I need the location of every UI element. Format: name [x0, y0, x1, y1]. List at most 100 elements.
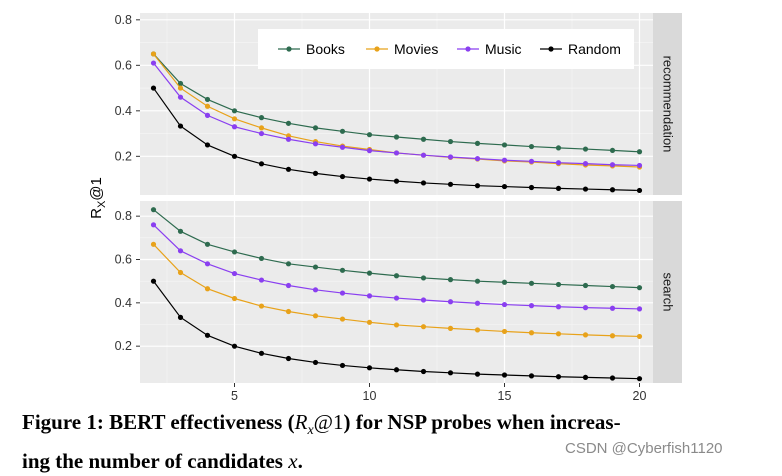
point-search-books — [150, 207, 157, 213]
point-recommendation-books — [231, 108, 238, 114]
point-recommendation-random — [312, 170, 319, 176]
point-search-books — [258, 255, 265, 262]
point-search-random — [339, 362, 346, 369]
point-recommendation-music — [636, 162, 643, 169]
legend-label-random: Random — [568, 41, 621, 57]
point-recommendation-movies — [177, 85, 184, 91]
point-search-books — [447, 277, 454, 283]
legend: Books Movies Music Random — [258, 29, 634, 69]
point-search-movies — [474, 327, 481, 333]
point-recommendation-books — [420, 136, 427, 142]
panel-search — [140, 201, 653, 383]
point-recommendation-books — [312, 125, 319, 131]
point-recommendation-music — [177, 94, 184, 100]
point-recommendation-books — [258, 115, 265, 121]
point-recommendation-random — [420, 180, 427, 186]
point-search-books — [231, 249, 238, 255]
point-search-books — [636, 285, 643, 291]
point-search-random — [609, 375, 616, 381]
point-recommendation-random — [231, 153, 238, 159]
point-search-books — [312, 264, 319, 270]
point-search-music — [339, 290, 346, 296]
point-recommendation-books — [636, 149, 643, 155]
point-search-random — [474, 371, 481, 377]
point-search-random — [150, 278, 157, 284]
strip-recommendation-bg — [653, 13, 682, 195]
point-search-books — [420, 275, 427, 281]
point-recommendation-random — [177, 123, 184, 129]
point-recommendation-music — [258, 130, 265, 137]
point-search-movies — [312, 313, 319, 319]
legend-label-books: Books — [306, 41, 345, 57]
y-tick-label: 0.4 — [115, 296, 132, 310]
point-recommendation-random — [447, 181, 454, 187]
point-recommendation-music — [501, 157, 508, 163]
point-recommendation-music — [285, 136, 292, 142]
point-search-music — [420, 297, 427, 303]
point-recommendation-movies — [204, 103, 211, 109]
point-search-books — [339, 267, 346, 273]
y-tick-label: 0.6 — [115, 58, 132, 72]
point-recommendation-music — [555, 160, 562, 166]
point-search-random — [285, 355, 292, 362]
point-recommendation-music — [312, 141, 319, 147]
point-recommendation-music — [474, 156, 481, 162]
point-recommendation-random — [474, 183, 481, 189]
point-search-movies — [204, 286, 211, 292]
point-search-random — [258, 350, 265, 356]
point-search-music — [258, 277, 265, 283]
point-recommendation-books — [177, 80, 184, 87]
point-search-music — [582, 305, 589, 311]
point-search-movies — [366, 319, 373, 325]
y-tick-label: 0.2 — [115, 149, 132, 163]
point-search-music — [636, 306, 643, 312]
point-search-movies — [528, 330, 535, 336]
point-search-books — [204, 241, 211, 247]
point-recommendation-music — [339, 144, 346, 150]
point-recommendation-random — [366, 176, 373, 182]
point-recommendation-books — [366, 132, 373, 138]
point-search-books — [366, 270, 373, 276]
point-search-music — [528, 303, 535, 309]
x-tick-label: 20 — [633, 389, 647, 403]
point-search-music — [312, 287, 319, 293]
point-search-music — [366, 293, 373, 299]
point-search-books — [528, 280, 535, 286]
point-recommendation-music — [447, 154, 454, 160]
x-tick-label: 5 — [231, 389, 238, 403]
point-search-music — [204, 261, 211, 267]
point-recommendation-books — [204, 96, 211, 103]
point-recommendation-random — [258, 161, 265, 167]
y-tick-label: 0.8 — [115, 13, 132, 27]
point-search-music — [555, 304, 562, 310]
point-recommendation-movies — [231, 116, 238, 122]
legend-box — [258, 29, 634, 69]
point-search-random — [555, 374, 562, 380]
point-recommendation-random — [285, 166, 292, 172]
point-search-movies — [285, 308, 292, 315]
point-recommendation-random — [636, 187, 643, 194]
point-recommendation-books — [285, 120, 292, 126]
point-recommendation-books — [501, 142, 508, 148]
point-recommendation-random — [582, 186, 589, 192]
point-search-random — [447, 370, 454, 376]
point-search-movies — [231, 295, 238, 302]
point-search-movies — [609, 333, 616, 339]
point-search-music — [285, 282, 292, 289]
point-search-music — [150, 222, 157, 228]
point-recommendation-random — [339, 173, 346, 180]
point-search-random — [393, 367, 400, 373]
point-recommendation-music — [528, 158, 535, 164]
point-recommendation-random — [150, 85, 157, 91]
point-search-books — [285, 261, 292, 267]
point-recommendation-books — [609, 147, 616, 154]
figure: recommendation search 0.2 0.4 0.6 0.8 0.2 0.4… — [88, 13, 682, 403]
point-recommendation-music — [393, 150, 400, 156]
point-search-books — [555, 281, 562, 288]
y-tick-label: 0.8 — [115, 209, 132, 223]
point-recommendation-books — [474, 140, 481, 146]
point-search-movies — [258, 303, 265, 309]
point-search-random — [501, 372, 508, 378]
strip-label-recommendation: recommendation — [661, 56, 676, 153]
point-search-random — [312, 359, 319, 366]
